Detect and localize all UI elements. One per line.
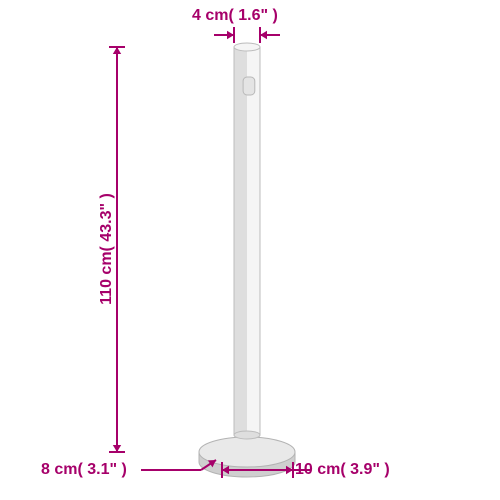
- dim-base-width-line: [0, 0, 500, 500]
- diagram-canvas: 4 cm( 1.6" ) 110 cm( 43.3" ) 8 cm( 3.1" …: [0, 0, 500, 500]
- dim-base-width-label: 10 cm( 3.9" ): [295, 461, 390, 479]
